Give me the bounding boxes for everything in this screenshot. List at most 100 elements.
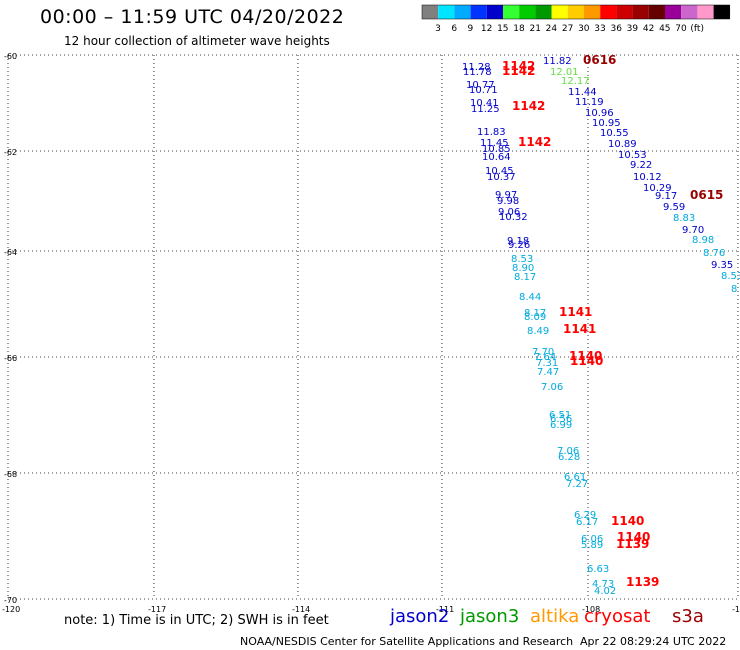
scale-swatch xyxy=(648,5,665,19)
track-time-label: 1140 xyxy=(611,514,644,528)
scale-label: 6 xyxy=(451,24,457,34)
wave-height-label: 8.17 xyxy=(514,272,536,283)
scale-label: 30 xyxy=(578,24,590,34)
wave-height-label: 11.44 xyxy=(568,87,597,98)
track-time-label: 1140 xyxy=(569,349,602,363)
scale-swatch xyxy=(665,5,682,19)
wave-height-label: 7.06 xyxy=(557,446,579,457)
scale-swatch xyxy=(616,5,633,19)
wave-height-label: 10.96 xyxy=(585,108,614,119)
wave-height-label: 10.77 xyxy=(466,80,495,91)
wave-height-label: 9.06 xyxy=(498,207,520,218)
scale-label: 12 xyxy=(481,24,492,34)
track-time-label: 1142 xyxy=(502,64,535,78)
scale-swatch xyxy=(600,5,617,19)
wave-height-label: 9.59 xyxy=(663,202,685,213)
wave-height-label: 10.55 xyxy=(600,128,629,139)
wave-height-label: 10.71 xyxy=(469,85,498,96)
units-note: note: 1) Time is in UTC; 2) SWH is in fe… xyxy=(64,613,329,628)
wave-height-label: 7.31 xyxy=(536,358,558,369)
latitude-label: -70 xyxy=(4,596,17,605)
longitude-label: -108 xyxy=(582,605,600,614)
wave-height-label: 10.41 xyxy=(470,98,499,109)
wave-height-label: 11.45 xyxy=(480,138,509,149)
latitude-label: -64 xyxy=(4,248,17,257)
wave-height-label: 9.22 xyxy=(630,160,652,171)
scale-swatch xyxy=(438,5,455,19)
wave-height-label: 9.70 xyxy=(682,225,704,236)
wave-height-label: 8.53 xyxy=(511,254,533,265)
track-time-label: 0615 xyxy=(690,188,723,202)
wave-height-label: 6.99 xyxy=(550,420,572,431)
wave-height-label: 8.17 xyxy=(524,308,546,319)
latitude-label: -62 xyxy=(4,148,17,157)
scale-label: 3 xyxy=(435,24,441,34)
wave-height-label: 8.09 xyxy=(524,312,546,323)
wave-height-label: 12.01 xyxy=(550,67,579,78)
longitude-label: -10 xyxy=(732,605,740,614)
wave-height-label: 7.47 xyxy=(537,367,559,378)
wave-height-label: 6.29 xyxy=(574,510,596,521)
scale-label: 45 xyxy=(659,24,670,34)
longitude-label: -117 xyxy=(148,605,166,614)
map-title: 00:00 – 11:59 UTC 04/20/2022 xyxy=(40,6,345,28)
scale-swatch xyxy=(584,5,601,19)
wave-height-label: 10.12 xyxy=(633,172,662,183)
wave-height-label: 10.37 xyxy=(487,172,516,183)
wave-height-label: 6.56 xyxy=(550,414,572,425)
track-time-label: 1142 xyxy=(512,99,545,113)
longitude-label: -111 xyxy=(436,605,454,614)
wave-height-label: 7.27 xyxy=(566,479,588,490)
wave-height-label: 8.44 xyxy=(519,292,541,303)
scale-swatch xyxy=(519,5,536,19)
scale-label: 21 xyxy=(529,24,540,34)
wave-height-label: 12.17 xyxy=(561,76,590,87)
scale-label: 15 xyxy=(497,24,508,34)
wave-height-label: 11.25 xyxy=(471,104,500,115)
wave-height-label: 6.28 xyxy=(558,452,580,463)
scale-swatch xyxy=(697,5,714,19)
track-time-label: 1140 xyxy=(617,530,650,544)
wave-height-label: 9.97 xyxy=(495,190,517,201)
wave-height-label: 9.35 xyxy=(711,260,733,271)
track-time-label: 1141 xyxy=(559,305,592,319)
map-subtitle: 12 hour collection of altimeter wave hei… xyxy=(64,34,330,48)
wave-height-label: 11.82 xyxy=(543,56,572,67)
wave-height-label: 7.06 xyxy=(541,382,563,393)
scale-swatch xyxy=(486,5,503,19)
scale-label: 33 xyxy=(594,24,605,34)
wave-height-label: 6.63 xyxy=(587,564,609,575)
scale-swatch xyxy=(454,5,471,19)
credit-text: NOAA/NESDIS Center for Satellite Applica… xyxy=(240,635,574,648)
wave-height-label: 8.49 xyxy=(527,326,549,337)
wave-height-label: 8.90 xyxy=(512,263,534,274)
scale-label: 36 xyxy=(610,24,622,34)
wave-height-label: 10.53 xyxy=(618,150,647,161)
wave-height-label: 10.85 xyxy=(482,144,511,155)
wave-height-label: 9.98 xyxy=(497,196,519,207)
wave-height-label: 6.06 xyxy=(581,534,603,545)
scale-label: 39 xyxy=(627,24,639,34)
wave-height-label: 11.78 xyxy=(463,67,492,78)
latitude-label: -66 xyxy=(4,354,17,363)
scale-label: 27 xyxy=(562,24,573,34)
track-time-label: 0616 xyxy=(583,53,616,67)
wave-height-label: 8 xyxy=(731,284,737,295)
wave-height-label: 8.76 xyxy=(703,248,725,259)
scale-swatch xyxy=(503,5,520,19)
wave-height-label: 9.17 xyxy=(655,191,677,202)
scale-swatch xyxy=(713,5,730,19)
scale-swatch xyxy=(632,5,649,19)
scale-swatch xyxy=(470,5,487,19)
wave-height-label: 7.64 xyxy=(534,352,556,363)
track-time-label: 1140 xyxy=(570,354,603,368)
legend-altika: altika xyxy=(530,606,580,627)
wave-height-label: 10.89 xyxy=(608,139,637,150)
scale-swatch xyxy=(681,5,698,19)
wave-height-label: 9.18 xyxy=(507,236,529,247)
wave-height-label: 7.70 xyxy=(532,347,554,358)
scale-label: 24 xyxy=(546,24,558,34)
wave-height-label: 6.51 xyxy=(549,410,571,421)
legend-jason3: jason3 xyxy=(460,606,520,627)
